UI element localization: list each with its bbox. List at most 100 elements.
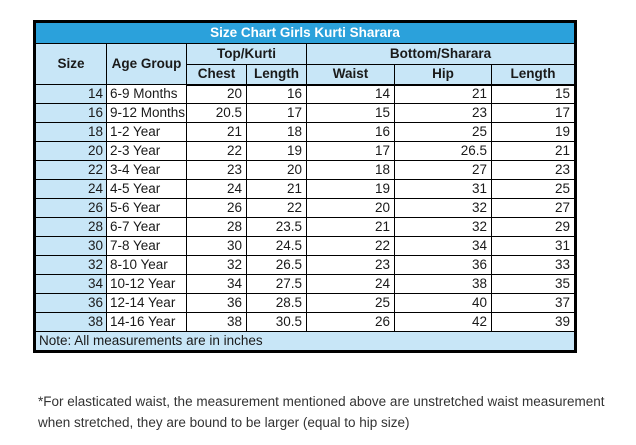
cell-chest: 34 bbox=[186, 274, 247, 294]
cell-age-group: 8-10 Year bbox=[106, 255, 187, 275]
cell-age-group: 2-3 Year bbox=[106, 141, 187, 161]
cell-hip: 32 bbox=[394, 198, 492, 218]
cell-age-group: 9-12 Months bbox=[106, 103, 187, 123]
cell-age-group: 6-9 Months bbox=[106, 84, 187, 104]
table-row: 34 10-12 Year 34 27.5 24 38 35 bbox=[34, 274, 577, 294]
cell-age-group: 3-4 Year bbox=[106, 160, 187, 180]
cell-size: 24 bbox=[34, 179, 107, 199]
cell-waist: 17 bbox=[306, 141, 395, 161]
cell-chest: 38 bbox=[186, 312, 247, 332]
cell-hip: 38 bbox=[394, 274, 492, 294]
cell-size: 26 bbox=[34, 198, 107, 218]
cell-bottom-length: 17 bbox=[490, 103, 577, 123]
col-group-bottom-sharara: Bottom/Sharara bbox=[305, 43, 577, 65]
table-title: Size Chart Girls Kurti Sharara bbox=[33, 21, 577, 44]
cell-waist: 20 bbox=[306, 198, 395, 218]
cell-size: 30 bbox=[34, 236, 107, 256]
cell-age-group: 1-2 Year bbox=[106, 122, 187, 142]
header-row-measures: Chest Length Waist Hip Length bbox=[35, 64, 577, 86]
col-header-chest: Chest bbox=[186, 64, 247, 86]
cell-waist: 25 bbox=[306, 293, 395, 313]
cell-chest: 24 bbox=[186, 179, 247, 199]
cell-hip: 34 bbox=[394, 236, 492, 256]
table-row: 24 4-5 Year 24 21 19 31 25 bbox=[34, 179, 577, 199]
col-header-waist: Waist bbox=[306, 64, 395, 86]
footnote-line-2: when stretched, they are bound to be lar… bbox=[38, 415, 410, 430]
cell-bottom-length: 27 bbox=[490, 198, 577, 218]
cell-hip: 40 bbox=[394, 293, 492, 313]
cell-age-group: 10-12 Year bbox=[106, 274, 187, 294]
cell-chest: 20.5 bbox=[186, 103, 247, 123]
table-row: 26 5-6 Year 26 22 20 32 27 bbox=[34, 198, 577, 218]
cell-top-length: 18 bbox=[246, 122, 307, 142]
cell-hip: 23 bbox=[394, 103, 492, 123]
cell-hip: 36 bbox=[394, 255, 492, 275]
cell-waist: 22 bbox=[306, 236, 395, 256]
cell-bottom-length: 37 bbox=[490, 293, 577, 313]
cell-bottom-length: 21 bbox=[490, 141, 577, 161]
cell-waist: 24 bbox=[306, 274, 395, 294]
table-row: 38 14-16 Year 38 30.5 26 42 39 bbox=[34, 312, 577, 332]
cell-bottom-length: 29 bbox=[490, 217, 577, 237]
cell-chest: 26 bbox=[186, 198, 247, 218]
col-header-hip: Hip bbox=[394, 64, 492, 86]
cell-top-length: 16 bbox=[246, 84, 307, 104]
cell-top-length: 21 bbox=[246, 179, 307, 199]
cell-hip: 25 bbox=[394, 122, 492, 142]
cell-top-length: 30.5 bbox=[246, 312, 307, 332]
cell-top-length: 23.5 bbox=[246, 217, 307, 237]
cell-top-length: 22 bbox=[246, 198, 307, 218]
cell-hip: 21 bbox=[394, 84, 492, 104]
col-header-age-group: Age Group bbox=[106, 43, 187, 85]
table-row: 18 1-2 Year 21 18 16 25 19 bbox=[34, 122, 577, 142]
cell-top-length: 26.5 bbox=[246, 255, 307, 275]
cell-hip: 27 bbox=[394, 160, 492, 180]
table-row: 36 12-14 Year 36 28.5 25 40 37 bbox=[34, 293, 577, 313]
table-row: 30 7-8 Year 30 24.5 22 34 31 bbox=[34, 236, 577, 256]
cell-age-group: 12-14 Year bbox=[106, 293, 187, 313]
size-table-body: 14 6-9 Months 20 16 14 21 15 16 9-12 Months 20.5 1… bbox=[34, 84, 577, 332]
cell-size: 38 bbox=[34, 312, 107, 332]
cell-bottom-length: 33 bbox=[490, 255, 577, 275]
col-header-size: Size bbox=[34, 43, 107, 85]
cell-waist: 16 bbox=[306, 122, 395, 142]
cell-hip: 32 bbox=[394, 217, 492, 237]
cell-size: 20 bbox=[34, 141, 107, 161]
cell-chest: 20 bbox=[186, 84, 247, 104]
cell-size: 28 bbox=[34, 217, 107, 237]
title-row: Size Chart Girls Kurti Sharara bbox=[33, 21, 577, 44]
cell-chest: 30 bbox=[186, 236, 247, 256]
footnote-line-1: *For elasticated waist, the measurement … bbox=[38, 394, 605, 409]
cell-size: 36 bbox=[34, 293, 107, 313]
cell-age-group: 5-6 Year bbox=[106, 198, 187, 218]
note-row: Note: All measurements are in inches bbox=[33, 331, 577, 352]
cell-waist: 15 bbox=[306, 103, 395, 123]
cell-size: 32 bbox=[34, 255, 107, 275]
cell-size: 14 bbox=[34, 84, 107, 104]
cell-bottom-length: 25 bbox=[490, 179, 577, 199]
cell-waist: 18 bbox=[306, 160, 395, 180]
col-header-bottom-length: Length bbox=[490, 64, 577, 86]
cell-bottom-length: 23 bbox=[490, 160, 577, 180]
cell-waist: 14 bbox=[306, 84, 395, 104]
cell-bottom-length: 39 bbox=[490, 312, 577, 332]
cell-top-length: 19 bbox=[246, 141, 307, 161]
cell-age-group: 14-16 Year bbox=[106, 312, 187, 332]
cell-chest: 21 bbox=[186, 122, 247, 142]
cell-top-length: 28.5 bbox=[246, 293, 307, 313]
table-row: 22 3-4 Year 23 20 18 27 23 bbox=[34, 160, 577, 180]
cell-top-length: 27.5 bbox=[246, 274, 307, 294]
cell-age-group: 7-8 Year bbox=[106, 236, 187, 256]
cell-size: 34 bbox=[34, 274, 107, 294]
cell-hip: 26.5 bbox=[394, 141, 492, 161]
cell-bottom-length: 15 bbox=[490, 84, 577, 104]
elastic-waist-footnote: *For elasticated waist, the measurement … bbox=[38, 391, 613, 433]
cell-age-group: 6-7 Year bbox=[106, 217, 187, 237]
cell-chest: 36 bbox=[186, 293, 247, 313]
cell-chest: 22 bbox=[186, 141, 247, 161]
cell-size: 16 bbox=[34, 103, 107, 123]
table-row: 32 8-10 Year 32 26.5 23 36 33 bbox=[34, 255, 577, 275]
cell-size: 22 bbox=[34, 160, 107, 180]
cell-chest: 32 bbox=[186, 255, 247, 275]
cell-hip: 31 bbox=[394, 179, 492, 199]
